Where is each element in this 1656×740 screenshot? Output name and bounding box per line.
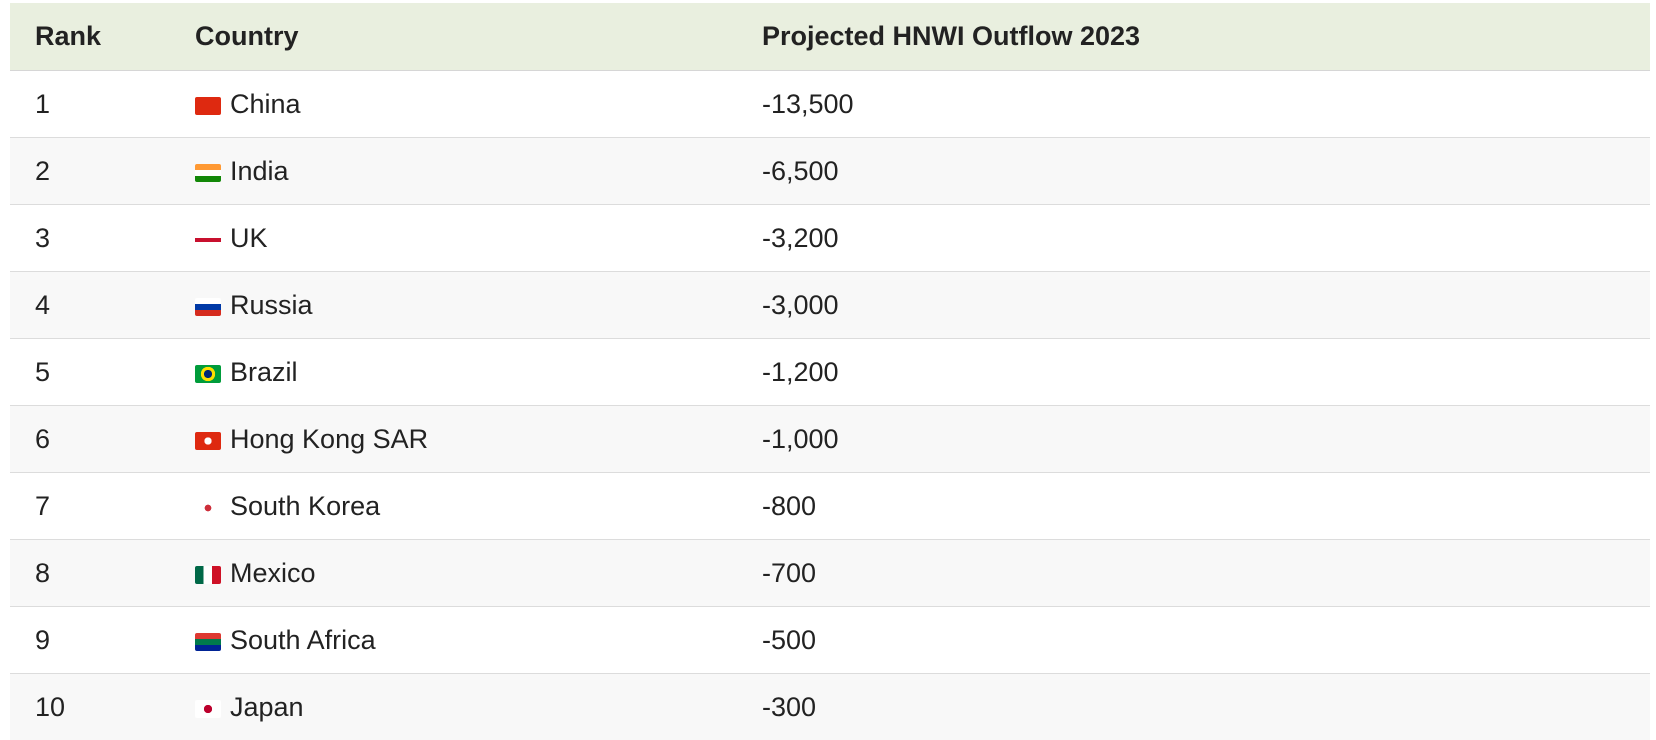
country-name: India xyxy=(230,155,289,186)
country-flag xyxy=(195,96,221,115)
table-cell: UK xyxy=(195,204,762,272)
table-cell: 8 xyxy=(10,539,195,607)
country-flag xyxy=(195,163,221,182)
table-row: 5 Brazil -1,200 xyxy=(10,338,1650,406)
table-cell: India xyxy=(195,137,762,205)
table-head: Rank Country Projected HNWI Outflow 2023 xyxy=(10,3,1650,71)
country-name: UK xyxy=(230,222,268,253)
country-flag xyxy=(195,431,221,450)
table-row: 2 India -6,500 xyxy=(10,137,1650,205)
table-cell: 4 xyxy=(10,271,195,339)
table-row: 1 China -13,500 xyxy=(10,70,1650,138)
table-row: 4 Russia -3,000 xyxy=(10,271,1650,339)
country-name: Hong Kong SAR xyxy=(230,423,429,454)
country-flag xyxy=(195,498,221,517)
country-flag xyxy=(195,565,221,584)
table-row: 3 UK -3,200 xyxy=(10,204,1650,272)
table-cell: 10 xyxy=(10,673,195,740)
table-cell: 9 xyxy=(10,606,195,674)
header-row: Rank Country Projected HNWI Outflow 2023 xyxy=(10,3,1650,71)
country-name: Russia xyxy=(230,289,313,320)
country-name: South Korea xyxy=(230,490,381,521)
table-row: 8 Mexico -700 xyxy=(10,539,1650,607)
table-row: 10 Japan -300 xyxy=(10,673,1650,740)
country-flag xyxy=(195,297,221,316)
table-cell: 7 xyxy=(10,472,195,540)
country-name: Brazil xyxy=(230,356,298,387)
table-cell: -700 xyxy=(762,539,1650,607)
table-cell: -1,000 xyxy=(762,405,1650,473)
table-cell: South Korea xyxy=(195,472,762,540)
table-cell: Russia xyxy=(195,271,762,339)
table-cell: -3,200 xyxy=(762,204,1650,272)
table-cell: -300 xyxy=(762,673,1650,740)
country-flag xyxy=(195,699,221,718)
table-row: 6 Hong Kong SAR -1,000 xyxy=(10,405,1650,473)
country-flag xyxy=(195,632,221,651)
table-row: 9 South Africa -500 xyxy=(10,606,1650,674)
table-cell: -800 xyxy=(762,472,1650,540)
country-flag xyxy=(195,364,221,383)
table-cell: Brazil xyxy=(195,338,762,406)
table-cell: Hong Kong SAR xyxy=(195,405,762,473)
country-name: China xyxy=(230,88,301,119)
table-cell: 3 xyxy=(10,204,195,272)
table-row: 7 South Korea -800 xyxy=(10,472,1650,540)
table-cell: -13,500 xyxy=(762,70,1650,138)
table-cell: South Africa xyxy=(195,606,762,674)
table-cell: 1 xyxy=(10,70,195,138)
table-cell: 5 xyxy=(10,338,195,406)
table-body: 1 China -13,500 2 India -6,500 3 UK -3,200 4 Russi… xyxy=(10,70,1650,740)
outflow-table: Rank Country Projected HNWI Outflow 2023… xyxy=(10,3,1650,740)
header-cell: Rank xyxy=(10,3,195,71)
table-cell: Mexico xyxy=(195,539,762,607)
table-cell: Japan xyxy=(195,673,762,740)
table-cell: China xyxy=(195,70,762,138)
country-flag xyxy=(195,230,221,249)
header-cell: Projected HNWI Outflow 2023 xyxy=(762,3,1650,71)
country-name: South Africa xyxy=(230,624,376,655)
table-cell: -1,200 xyxy=(762,338,1650,406)
table-cell: -3,000 xyxy=(762,271,1650,339)
table-cell: -500 xyxy=(762,606,1650,674)
table-cell: -6,500 xyxy=(762,137,1650,205)
header-cell: Country xyxy=(195,3,762,71)
table-cell: 2 xyxy=(10,137,195,205)
country-name: Mexico xyxy=(230,557,316,588)
country-name: Japan xyxy=(230,691,304,722)
table-cell: 6 xyxy=(10,405,195,473)
